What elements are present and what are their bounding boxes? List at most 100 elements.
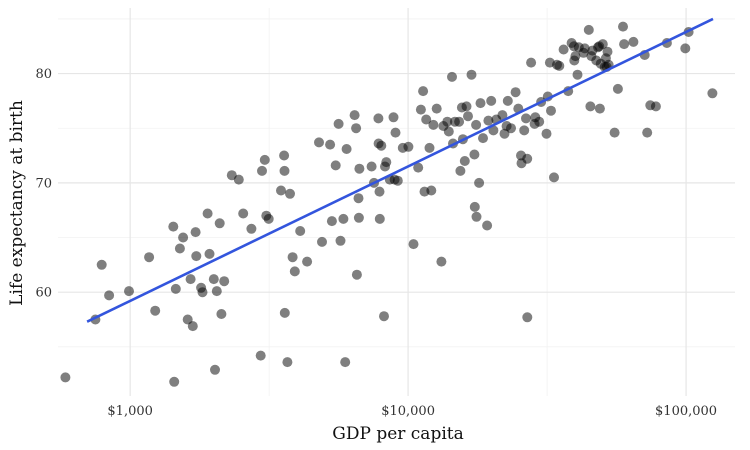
data-point — [443, 126, 454, 137]
data-point — [340, 357, 351, 368]
data-point — [475, 98, 486, 109]
data-point — [197, 287, 208, 298]
data-point — [178, 232, 189, 243]
x-tick-label: $1,000 — [107, 404, 153, 419]
y-tick-label: 80 — [35, 67, 52, 82]
data-point — [208, 274, 219, 285]
data-point — [558, 44, 569, 55]
data-point — [366, 161, 377, 172]
data-point — [233, 174, 244, 185]
data-point — [642, 127, 653, 138]
data-point — [287, 252, 298, 263]
data-point — [289, 266, 300, 277]
data-point — [202, 208, 213, 219]
data-point — [526, 57, 537, 68]
data-point — [333, 118, 344, 129]
data-point — [521, 113, 531, 124]
data-point — [436, 256, 447, 267]
data-point — [257, 165, 267, 176]
data-point — [466, 69, 477, 80]
data-point — [263, 213, 274, 224]
x-axis-title: GDP per capita — [332, 424, 463, 444]
data-point — [374, 186, 385, 197]
data-point — [204, 248, 215, 259]
data-point — [169, 376, 180, 387]
y-axis-title: Life expectancy at birth — [7, 100, 27, 306]
grid-major-layer — [58, 8, 735, 396]
data-point — [185, 274, 196, 285]
data-point — [478, 133, 488, 144]
data-point — [191, 251, 202, 262]
data-point — [549, 172, 559, 183]
data-point — [424, 142, 435, 153]
data-point — [302, 256, 313, 267]
points-layer — [60, 21, 718, 387]
data-point — [483, 115, 494, 126]
data-point — [285, 188, 295, 199]
data-point — [353, 212, 364, 223]
data-point — [522, 153, 533, 164]
data-point — [330, 160, 341, 171]
data-point — [579, 43, 590, 54]
data-point — [104, 290, 115, 301]
data-point — [413, 162, 424, 173]
trend-layer — [86, 17, 714, 323]
data-point — [246, 223, 257, 234]
data-point — [388, 112, 399, 123]
data-point — [442, 116, 453, 127]
data-point — [349, 110, 360, 121]
data-point — [469, 149, 480, 160]
data-point — [463, 111, 473, 122]
data-point — [619, 39, 630, 50]
data-point — [374, 213, 385, 224]
data-point — [471, 119, 482, 130]
data-point — [447, 71, 457, 82]
data-point — [295, 226, 306, 236]
data-point — [279, 307, 290, 318]
data-point — [474, 177, 485, 188]
data-point — [279, 150, 290, 161]
data-point — [326, 216, 337, 227]
data-point — [707, 88, 718, 99]
data-point — [459, 156, 470, 166]
data-point — [168, 221, 179, 232]
data-point — [317, 236, 327, 247]
data-point — [314, 137, 324, 148]
data-point — [506, 123, 516, 134]
data-point — [570, 51, 581, 62]
data-point — [572, 69, 583, 80]
data-point — [150, 305, 161, 316]
data-point — [428, 119, 439, 130]
data-point — [174, 243, 185, 254]
data-point — [373, 113, 384, 124]
data-point — [216, 309, 227, 319]
data-point — [354, 163, 365, 174]
data-point — [482, 220, 493, 231]
data-point — [497, 110, 508, 121]
data-point — [534, 116, 545, 127]
data-point — [426, 185, 437, 196]
data-point — [124, 286, 134, 297]
data-point — [338, 213, 349, 224]
data-point — [502, 95, 513, 106]
data-point — [325, 139, 336, 150]
data-point — [594, 103, 605, 114]
data-point — [469, 201, 480, 212]
grid-minor-layer — [58, 8, 735, 396]
data-point — [455, 165, 466, 176]
data-point — [255, 350, 266, 361]
data-point — [546, 105, 556, 116]
data-point — [585, 101, 596, 112]
data-point — [353, 193, 364, 204]
data-point — [415, 104, 426, 115]
data-point — [403, 141, 414, 152]
data-point — [418, 86, 429, 97]
data-point — [96, 259, 107, 270]
data-point — [187, 321, 198, 332]
data-point — [282, 357, 293, 368]
data-point — [335, 235, 346, 246]
data-point — [259, 154, 270, 165]
data-point — [628, 36, 639, 47]
data-point — [680, 43, 691, 54]
